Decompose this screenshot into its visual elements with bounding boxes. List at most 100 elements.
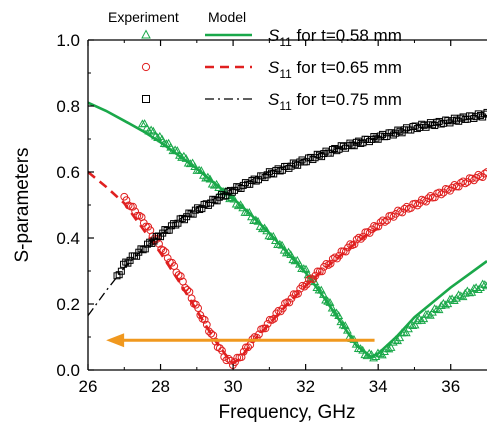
experiment-marker [318,289,328,298]
experiment-marker [233,183,241,191]
legend-text: for t=0.58 mm [292,26,402,45]
experiment-marker [202,200,210,208]
y-tick-label: 0.0 [56,361,80,380]
experiment-marker [294,289,302,298]
y-axis: 0.0 0.2 0.4 0.6 0.8 1.0 [56,31,94,380]
experiment-marker [242,343,250,352]
experiment-marker [185,159,195,168]
experiment-marker [321,295,331,304]
experiment-marker [325,297,335,306]
experiment-marker [363,136,371,144]
experiment-marker [384,344,394,353]
legend-marker-2 [141,62,151,72]
experiment-marker [276,167,284,175]
experiment-marker [453,116,461,124]
y-tick-label: 0.4 [56,229,80,248]
experiment-marker [410,320,420,329]
experiment-marker [194,204,202,212]
experiment-marker [389,131,397,139]
experiment-marker [178,214,186,222]
experiment-marker [468,112,476,120]
experiment-marker [281,248,291,257]
experiment-marker [231,358,239,367]
experiment-marker [397,328,407,337]
experiment-marker [224,188,232,196]
experiment-marker [148,126,158,135]
experiment-marker [200,315,209,324]
experiment-marker [467,287,477,296]
experiment-marker [272,166,280,174]
experiment-marker [430,193,439,202]
experiment-marker [133,211,142,220]
experiment-marker [379,130,387,138]
experiment-marker [144,126,154,135]
model-line-3 [88,115,487,316]
experiment-marker [287,294,296,303]
experiment-marker [133,252,141,260]
experiment-marker [461,179,470,188]
experiment-marker [407,204,415,212]
experiment-marker [252,177,260,185]
experiment-marker [177,152,187,161]
experiment-marker [137,245,145,253]
experiment-marker [238,203,248,212]
experiment-marker [437,120,445,128]
experiment-marker [172,268,181,277]
legend-text: for t=0.65 mm [292,58,402,77]
experiment-marker [358,345,368,354]
experiment-marker [146,238,154,246]
experiment-marker [196,206,204,214]
experiment-marker [183,158,193,167]
experiment-marker [298,156,306,164]
experiment-marker [433,118,441,126]
experiment-marker [352,235,361,244]
experiment-marker [246,180,254,188]
experiment-marker [457,114,465,122]
experiment-marker [335,251,344,260]
experiment-marker [372,134,380,142]
experiment-marker [341,247,350,256]
experiment-marker [270,170,278,178]
experiment-marker [322,147,330,155]
experiment-marker [239,347,248,356]
experiment-marker [214,183,224,192]
experiment-marker [441,300,451,309]
experiment-marker [268,316,276,324]
experiment-marker [217,191,225,199]
experiment-marker [328,254,337,263]
y-tick-label: 0.6 [56,163,80,182]
legend-label-1: S11 for t=0.58 mm [268,26,402,49]
experiment-marker [429,121,437,129]
experiment-marker [413,125,421,133]
experiment-marker [352,138,360,146]
experiment-marker [122,196,131,205]
experiment-marker [170,220,178,228]
experiment-marker [265,168,273,176]
experiment-marker [359,232,368,241]
experiment-marker [275,239,285,248]
experiment-marker [204,201,212,209]
x-tick-label: 30 [224,377,243,396]
experiment-marker [254,176,262,184]
legend-label-2: S11 for t=0.65 mm [268,58,402,81]
experiment-marker [167,222,175,230]
experiment-marker [350,240,359,249]
experiment-marker [305,154,313,162]
experiment-marker [259,324,268,333]
experiment-marker [401,328,411,337]
experiment-marker [456,291,466,300]
experiment-marker [342,325,352,334]
experiment-marker [229,194,239,203]
experiment-marker [373,348,383,357]
experiment-marker [222,192,230,200]
experiment-marker [237,353,246,362]
experiment-marker [385,129,393,137]
y-tick-label: 0.2 [56,295,80,314]
x-tick-label: 36 [441,377,460,396]
experiment-marker [277,240,287,249]
experiment-marker [194,165,204,174]
experiment-marker [383,216,391,225]
experiment-marker [478,279,487,288]
legend-marker-1 [141,29,151,39]
experiment-marker [141,245,149,253]
